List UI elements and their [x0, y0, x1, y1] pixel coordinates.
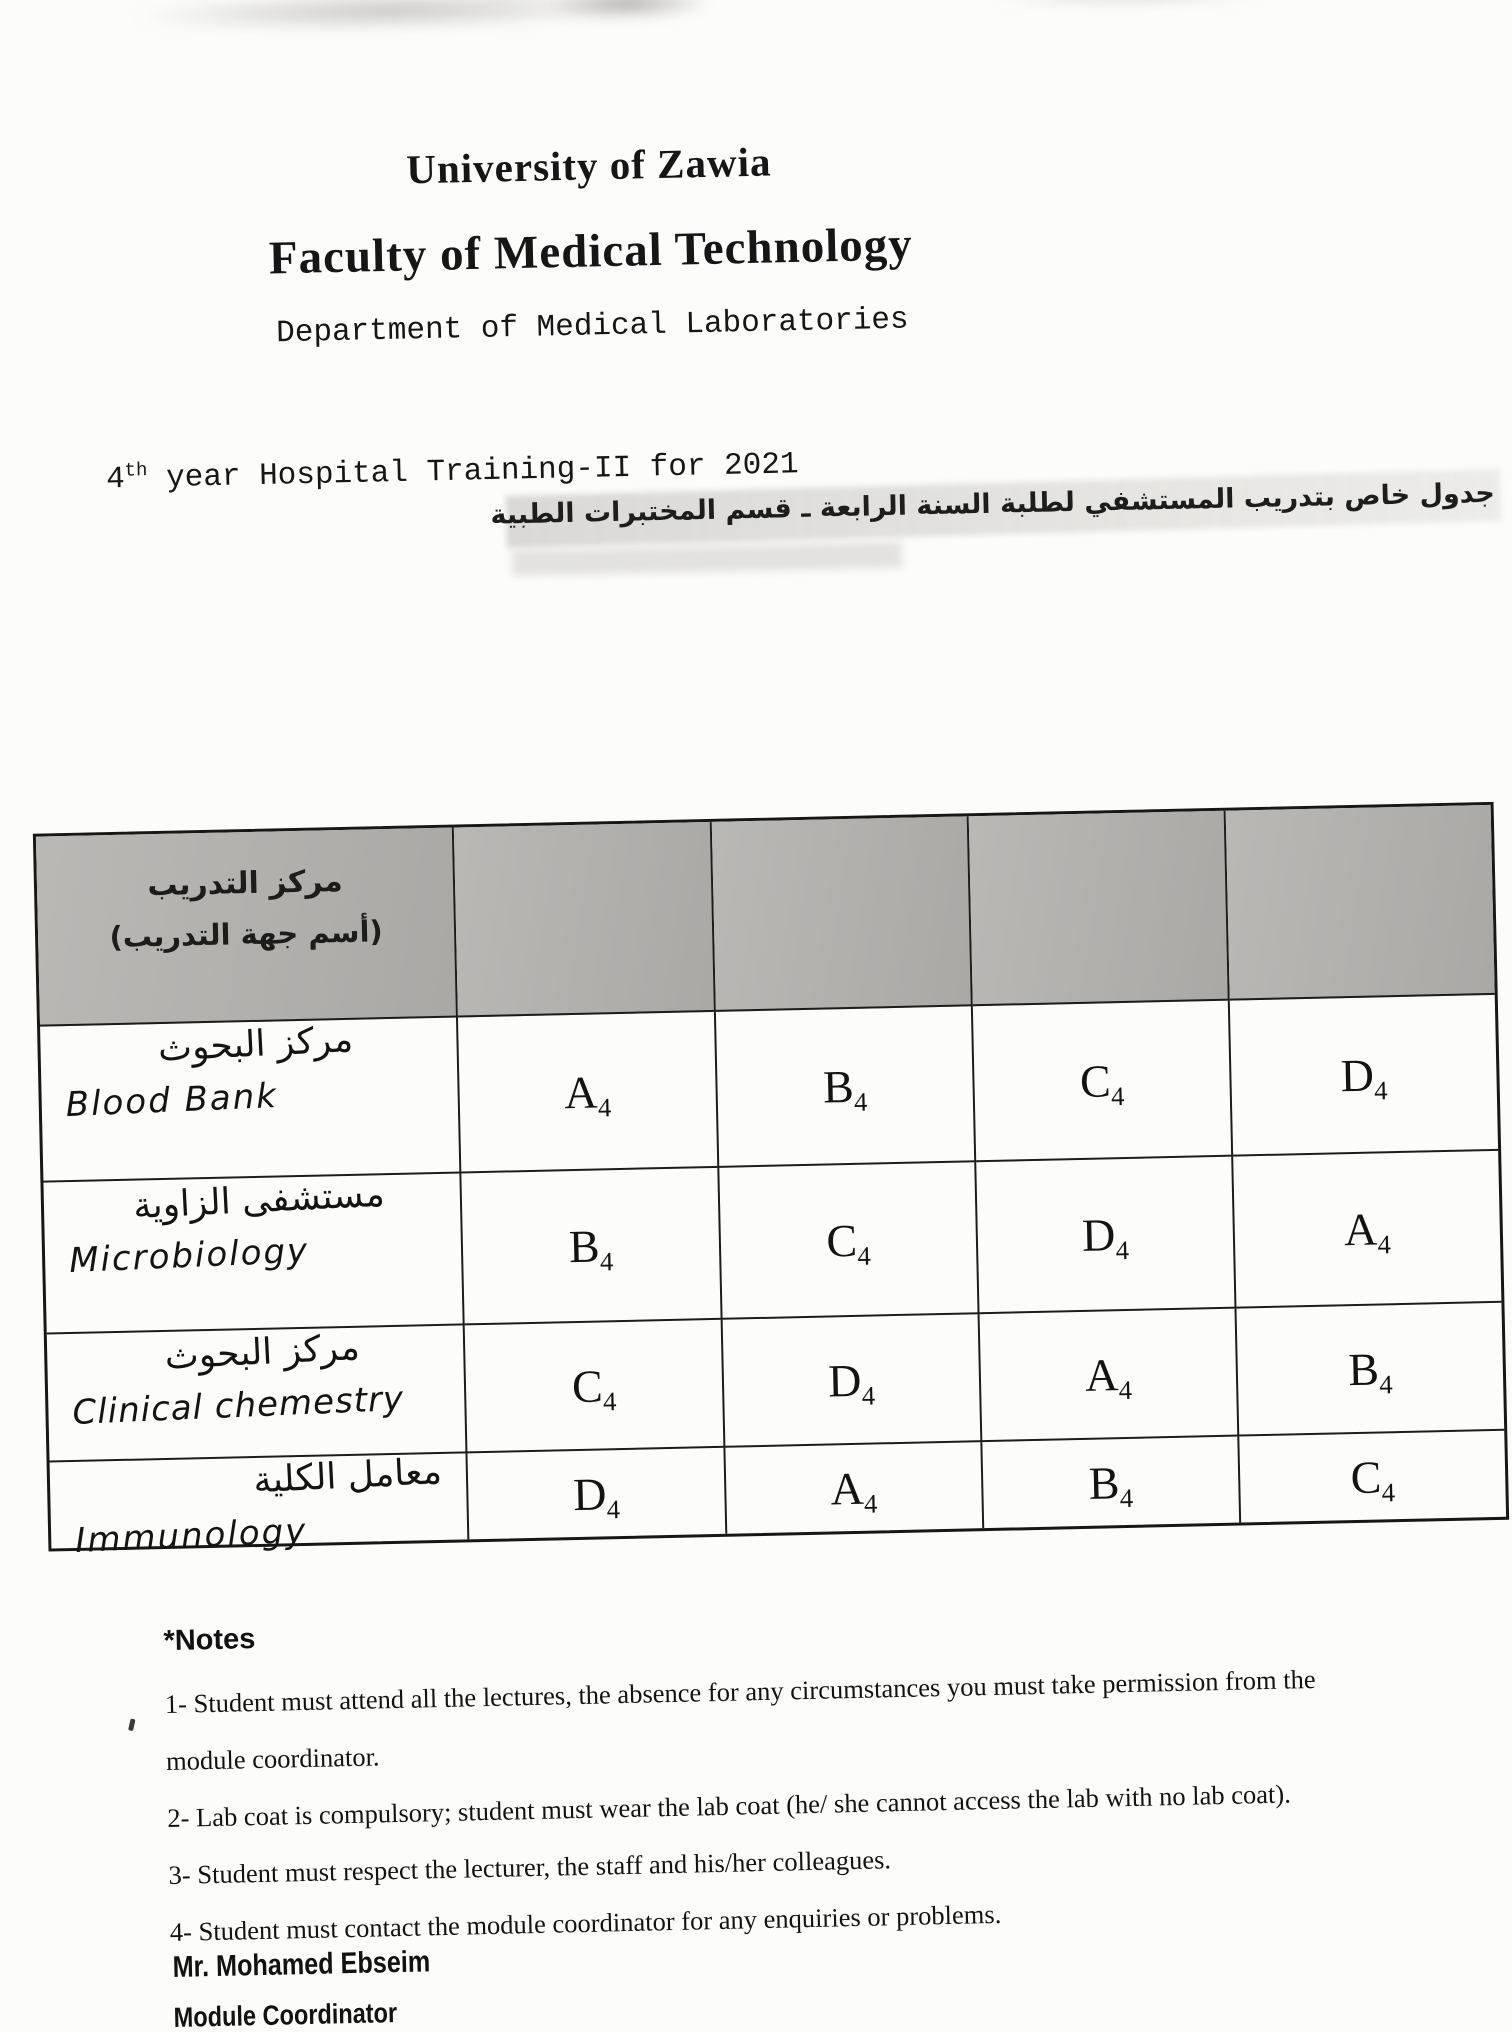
faculty-title: Faculty of Medical Technology — [268, 218, 914, 285]
group-letter: B — [822, 1060, 855, 1113]
scan-smudge — [987, 0, 1279, 9]
course-year-number: 4 — [105, 461, 126, 498]
schedule-cell: C4 — [972, 1000, 1234, 1163]
group-letter: B — [1088, 1456, 1120, 1509]
group-subscript: 4 — [1110, 1080, 1125, 1111]
note-number: 3- — [168, 1859, 191, 1891]
note-number: 2- — [167, 1802, 190, 1834]
group-subscript: 4 — [1118, 1374, 1133, 1405]
notes-heading: *Notes — [163, 1623, 256, 1658]
schedule-cell: C4 — [464, 1319, 726, 1454]
group-subscript: 4 — [597, 1091, 612, 1122]
group-letter: A — [1084, 1348, 1119, 1401]
group-subscript: 4 — [1377, 1228, 1392, 1259]
table-header-group-d — [1225, 804, 1495, 1001]
note-number: 4- — [169, 1916, 193, 1948]
header-line2: (أسم جهة التدريب) — [109, 914, 384, 955]
group-letter: D — [1081, 1208, 1116, 1261]
group-subscript: 4 — [1381, 1476, 1396, 1507]
note-text: Student must respect the lecturer, the s… — [190, 1844, 892, 1890]
group-subscript: 4 — [857, 1240, 872, 1271]
schedule-cell: D4 — [1229, 994, 1499, 1157]
group-subscript: 4 — [861, 1379, 876, 1411]
note-text: Student must contact the module coordina… — [191, 1898, 1002, 1947]
table-header-group-b — [711, 816, 973, 1012]
coordinator-role: Module Coordinator — [173, 1997, 398, 2032]
scan-speck — [128, 1718, 136, 1732]
group-subscript: 4 — [863, 1487, 878, 1519]
schedule-cell: B4 — [461, 1167, 723, 1326]
training-center-header-label: مركز التدريب (أسم جهة التدريب) — [36, 828, 454, 956]
schedule-cell: A4 — [1233, 1150, 1502, 1309]
group-letter: B — [568, 1219, 601, 1272]
schedule-cell: D4 — [722, 1314, 983, 1448]
note-number: 1- — [164, 1688, 188, 1720]
group-letter: B — [1347, 1342, 1380, 1395]
table-header-training-center: مركز التدريب (أسم جهة التدريب) — [35, 827, 458, 1732]
group-letter: D — [572, 1467, 607, 1520]
training-center-microbiology: مستشفى الزاوية Microbiology — [43, 1173, 465, 1335]
schedule-cell: A4 — [725, 1442, 985, 1534]
schedule-cell: C4 — [1239, 1431, 1506, 1523]
group-letter: C — [571, 1359, 604, 1412]
group-subscript: 4 — [1379, 1368, 1394, 1399]
center-name-english: Microbiology — [68, 1230, 310, 1282]
group-letter: C — [825, 1214, 858, 1267]
training-center-clinical-chemistry: مركز البحوث Clinical chemestry — [46, 1325, 468, 1463]
schedule-cell: A4 — [979, 1308, 1240, 1443]
scan-smudge — [542, 0, 714, 21]
training-schedule-table: مركز التدريب (أسم جهة التدريب) مركز البح… — [32, 801, 1510, 1732]
schedule-cell: B4 — [715, 1006, 977, 1168]
schedule-cell: B4 — [982, 1436, 1242, 1529]
group-letter: A — [829, 1462, 865, 1514]
course-title-text: year Hospital Training-II for 2021 — [147, 447, 799, 497]
center-name-english: Blood Bank — [64, 1076, 279, 1126]
signature-block: Mr. Mohamed Ebseim Module Coordinator — [172, 1944, 480, 2032]
schedule-cell: C4 — [719, 1162, 980, 1320]
table-header-group-c — [968, 810, 1230, 1007]
schedule-cell: D4 — [976, 1156, 1237, 1315]
group-letter: C — [1350, 1450, 1382, 1503]
schedule-cell: B4 — [1236, 1302, 1505, 1437]
coordinator-name: Mr. Mohamed Ebseim — [172, 1945, 431, 1984]
note-text: Lab coat is compulsory; student must wea… — [189, 1778, 1292, 1833]
group-letter: D — [827, 1354, 862, 1407]
group-letter: A — [563, 1065, 599, 1118]
group-subscript: 4 — [1115, 1234, 1130, 1265]
group-letter: A — [1343, 1203, 1378, 1255]
table-header-group-a — [453, 821, 716, 1018]
center-name-english: Immunology — [74, 1511, 309, 1561]
group-subscript: 4 — [853, 1086, 868, 1117]
group-subscript: 4 — [1373, 1074, 1388, 1106]
group-letter: C — [1079, 1054, 1112, 1107]
training-center-blood-bank: مركز البحوث Blood Bank — [40, 1017, 462, 1183]
note-text: Student must attend all the lectures, th… — [186, 1663, 1316, 1719]
group-subscript: 4 — [1119, 1482, 1134, 1513]
training-center-immunology: معامل الكلية Immunology — [49, 1451, 470, 1561]
course-year-ordinal: th — [124, 459, 148, 482]
center-name-english: Clinical chemestry — [71, 1378, 405, 1433]
university-title: University of Zawia — [405, 138, 772, 193]
course-title: 4th year Hospital Training-II for 2021 — [106, 445, 799, 497]
header-line1: مركز التدريب — [147, 863, 343, 904]
schedule-cell: A4 — [457, 1011, 720, 1174]
group-subscript: 4 — [606, 1493, 621, 1524]
group-letter: D — [1340, 1049, 1375, 1101]
highlight-artifact — [511, 541, 903, 577]
group-subscript: 4 — [599, 1245, 614, 1276]
group-subscript: 4 — [602, 1385, 617, 1416]
schedule-cell: D4 — [467, 1447, 728, 1540]
scan-smudge — [127, 0, 649, 36]
department-title: Department of Medical Laboratories — [275, 302, 909, 352]
notes-section: *Notes 1- Student must attend all the le… — [163, 1597, 1460, 1961]
